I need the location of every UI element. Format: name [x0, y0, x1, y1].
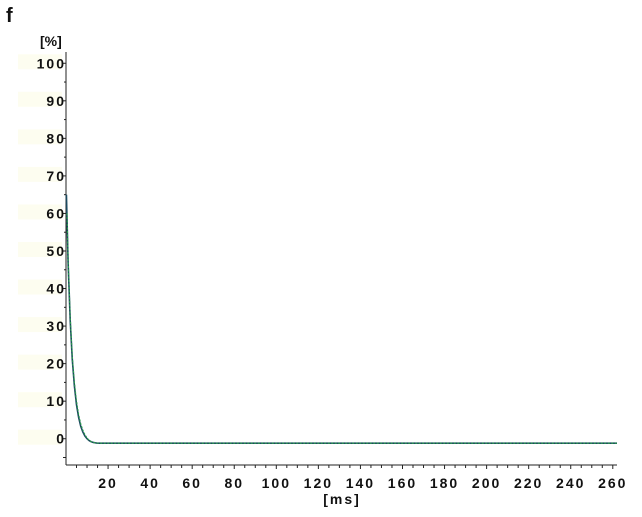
y-tick-label-bg — [18, 166, 62, 182]
y-tick-label: 50 — [46, 243, 66, 259]
y-tick-label: 70 — [46, 168, 66, 184]
panel-label: f — [6, 5, 13, 27]
x-tick-label: 100 — [262, 475, 291, 491]
y-tick-label: 20 — [46, 356, 66, 372]
x-tick-label: 180 — [430, 475, 459, 491]
y-tick-label-bg — [18, 429, 62, 445]
series-line-2 — [66, 213, 617, 444]
y-axis-unit-label: [%] — [40, 33, 62, 49]
y-tick-label-bg — [18, 317, 62, 333]
x-tick-label: 220 — [514, 475, 543, 491]
x-tick-label: 200 — [472, 475, 501, 491]
x-tick-label: 120 — [304, 475, 333, 491]
y-tick-label-bg — [18, 354, 62, 370]
x-tick-label: 160 — [388, 475, 417, 491]
y-tick-label: 80 — [46, 130, 66, 146]
y-tick-label: 100 — [37, 55, 66, 71]
y-tick-label-bg — [18, 392, 62, 408]
y-tick-label-bg — [18, 129, 62, 145]
x-tick-label: 260 — [598, 475, 627, 491]
y-tick-label-bg — [18, 241, 62, 257]
x-axis-ticks: 20 40 60 80 100 120 140 160 180 200 220 240 260 — [76, 465, 627, 491]
y-tick-label: 40 — [46, 281, 66, 297]
y-tick-label: 90 — [46, 93, 66, 109]
y-tick-label: 10 — [46, 393, 66, 409]
y-tick-label-bg — [18, 54, 62, 70]
x-axis-unit-label: [ms] — [323, 491, 361, 507]
x-tick-label: 240 — [556, 475, 585, 491]
series-layer — [65, 194, 617, 445]
x-tick-label: 80 — [224, 475, 244, 491]
y-tick-label: 60 — [46, 205, 66, 221]
x-tick-label: 40 — [140, 475, 160, 491]
y-tick-label-bg — [18, 279, 62, 295]
y-tick-label: 30 — [46, 318, 66, 334]
y-axis-ticks: 0 10 20 30 40 50 60 70 80 90 100 — [18, 54, 66, 458]
series-line-1 — [65, 194, 617, 445]
y-tick-label-bg — [18, 204, 62, 220]
x-tick-label: 60 — [182, 475, 202, 491]
y-tick-label-bg — [18, 91, 62, 107]
x-tick-label: 140 — [346, 475, 375, 491]
y-tick-label: 0 — [56, 431, 66, 447]
x-tick-label: 20 — [98, 475, 118, 491]
